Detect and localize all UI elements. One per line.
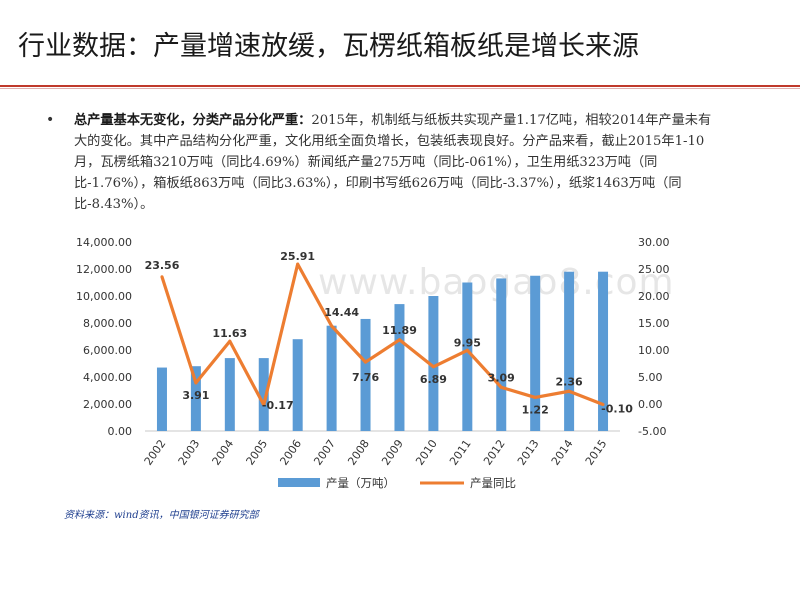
growth-point [160, 275, 164, 279]
data-label: 7.76 [352, 371, 379, 384]
x-tick-label: 2008 [345, 437, 372, 467]
bar [428, 296, 439, 431]
data-label: -0.10 [601, 403, 633, 416]
x-tick-label: 2012 [481, 437, 508, 467]
growth-point [567, 389, 571, 393]
data-label: 14.44 [324, 306, 359, 319]
y-right-tick-label: -5.00 [638, 425, 666, 438]
bar [292, 339, 303, 431]
growth-point [397, 338, 401, 342]
bar [496, 278, 507, 431]
x-tick-label: 2011 [447, 437, 474, 467]
y-left-tick-label: 0.00 [108, 425, 133, 438]
growth-point [364, 360, 368, 364]
bar [190, 366, 201, 431]
y-left-tick-label: 10,000.00 [76, 290, 132, 303]
y-left-tick-label: 14,000.00 [76, 236, 132, 249]
y-left-tick-label: 6,000.00 [83, 344, 132, 357]
data-label: 23.56 [145, 259, 180, 272]
legend-label-bar: 产量（万吨） [326, 476, 395, 490]
production-chart: 0.00 2,000.00 4,000.00 6,000.00 8,000.00 10,0… [76, 236, 670, 490]
bar [564, 271, 575, 431]
bar [258, 358, 269, 431]
x-tick-label: 2006 [277, 437, 304, 467]
y-right-tick-label: 10.00 [638, 344, 670, 357]
source-note: 资料来源：wind资讯，中国银河证券研究部 [64, 510, 259, 521]
watermark: www.baogao8.com [318, 262, 675, 303]
bar [394, 304, 405, 431]
data-label: -0.17 [262, 399, 294, 412]
y-right-tick-label: 30.00 [638, 236, 670, 249]
growth-point [194, 381, 198, 385]
growth-point [296, 262, 300, 266]
growth-point [499, 385, 503, 389]
growth-point [601, 403, 605, 407]
bar [462, 282, 473, 431]
data-label: 9.95 [454, 336, 481, 349]
title-divider [0, 85, 800, 87]
legend-label-line: 产量同比 [470, 476, 516, 490]
growth-point [533, 395, 537, 399]
y-left-tick-label: 2,000.00 [83, 398, 132, 411]
summary-paragraph: 总产量基本无变化，分类产品分化严重：2015年，机制纸与纸板共实现产量1.17亿… [74, 110, 714, 215]
x-tick-label: 2002 [142, 437, 169, 467]
bullet-marker: • [46, 112, 55, 128]
page-title: 行业数据：产量增速放缓，瓦楞纸箱板纸是增长来源 [18, 31, 639, 62]
summary-lead: 总产量基本无变化，分类产品分化严重： [74, 113, 312, 128]
bar [530, 275, 541, 431]
data-label: 25.91 [280, 250, 315, 263]
bar [598, 271, 609, 431]
y-right-tick-label: 25.00 [638, 263, 670, 276]
x-tick-label: 2015 [583, 437, 610, 467]
data-label: 11.63 [212, 327, 247, 340]
growth-point [228, 339, 232, 343]
growth-point [330, 324, 334, 328]
data-label: 11.89 [382, 324, 417, 337]
x-tick-label: 2005 [243, 437, 270, 467]
growth-point [465, 348, 469, 352]
x-tick-label: 2010 [413, 437, 440, 467]
x-tick-label: 2013 [515, 437, 542, 467]
y-right-tick-label: 20.00 [638, 290, 670, 303]
growth-point [262, 403, 266, 407]
data-label: 1.22 [522, 403, 549, 416]
x-tick-label: 2003 [176, 437, 203, 467]
x-tick-label: 2009 [379, 437, 406, 467]
bar [156, 367, 167, 431]
legend-swatch-bar [278, 478, 320, 487]
growth-line [160, 262, 604, 407]
y-right-tick-label: 0.00 [638, 398, 663, 411]
bar [360, 318, 371, 431]
bar [224, 358, 235, 431]
bar [326, 325, 337, 431]
y-right-tick-label: 15.00 [638, 317, 670, 330]
growth-point [431, 365, 435, 369]
y-left-tick-label: 4,000.00 [83, 371, 132, 384]
summary-text: 2015年，机制纸与纸板共实现产量1.17亿吨，相较2014年产量未有大的变化。… [74, 113, 712, 212]
y-left-tick-label: 8,000.00 [83, 317, 132, 330]
data-label: 3.09 [488, 371, 515, 384]
y-right-tick-label: 5.00 [638, 371, 663, 384]
data-label: 3.91 [182, 389, 209, 402]
x-tick-label: 2014 [549, 437, 576, 467]
x-tick-label: 2007 [311, 437, 338, 467]
y-left-tick-label: 12,000.00 [76, 263, 132, 276]
title-divider-shadow [0, 88, 800, 89]
data-label: 2.36 [556, 375, 583, 388]
data-label: 6.89 [420, 373, 447, 386]
x-tick-label: 2004 [210, 437, 237, 467]
